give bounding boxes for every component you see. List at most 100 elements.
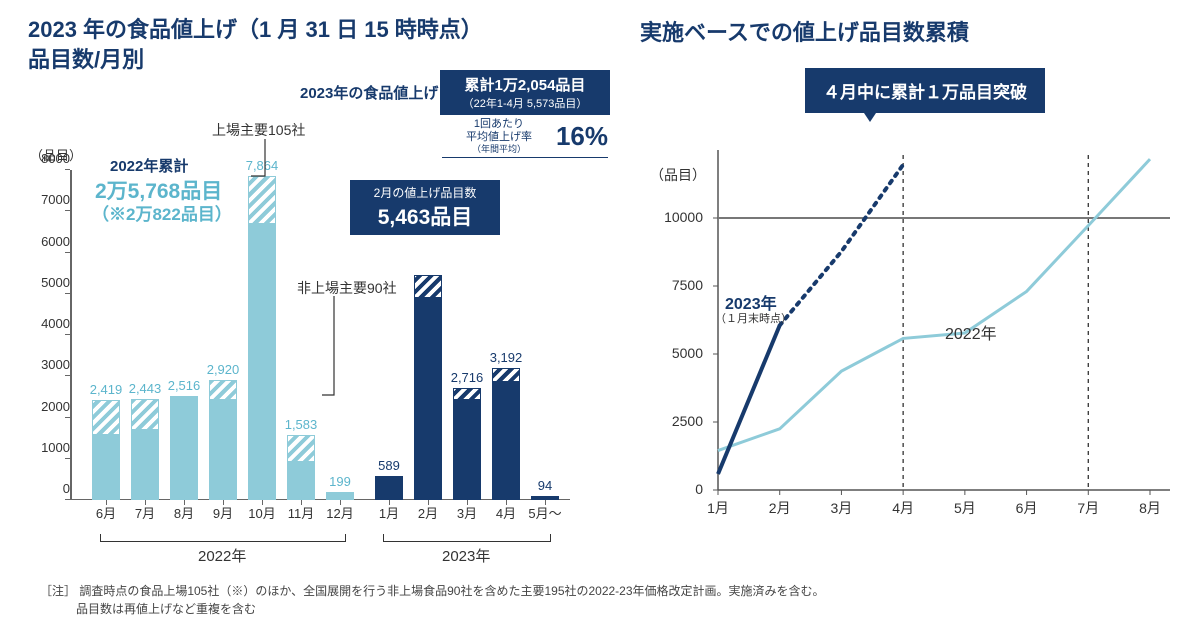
bar-solid [414, 298, 442, 500]
bracket-2022 [100, 534, 346, 542]
footnote: ［注］ 調査時点の食品上場105社（※）のほか、全国展開を行う非上場食品90社を… [40, 582, 825, 618]
info-total-box: 累計1万2,054品目 （22年1-4月 5,573品目） [440, 70, 610, 115]
x2-tick: 6月 [1013, 498, 1041, 518]
bar-label: 2,443 [123, 381, 167, 396]
cumul-2022-title: 2022年累計 [110, 155, 188, 176]
feb-callout-value: 5,463品目 [358, 201, 492, 231]
x2-tick: 1月 [704, 498, 732, 518]
bar-hatch [414, 275, 442, 298]
label-2022: 2022年 [945, 320, 997, 344]
x2-tick: 8月 [1136, 498, 1164, 518]
bar-solid [453, 400, 481, 500]
line-chart [710, 150, 1170, 520]
bar-solid [248, 224, 276, 500]
year-label-2022: 2022年 [198, 545, 246, 566]
bar-label: 2,716 [445, 370, 489, 385]
x-tick: 3月 [447, 503, 487, 522]
bar-hatch [209, 380, 237, 401]
y-tick: 7000 [41, 192, 70, 207]
x-tick: 8月 [164, 503, 204, 522]
x2-tick: 7月 [1074, 498, 1102, 518]
bar-solid [492, 382, 520, 500]
y-tick: 5000 [41, 275, 70, 290]
y-tick: 6000 [41, 234, 70, 249]
cumul-2022-small: （※2万822品目） [92, 200, 232, 225]
y-axis-labels: 010002000300040005000600070008000 [32, 158, 70, 488]
callout-arrow-icon [862, 110, 878, 122]
x2-tick: 2月 [766, 498, 794, 518]
x-tick: 6月 [86, 503, 126, 522]
x-tick: 10月 [242, 503, 282, 522]
y-axis-line [70, 170, 72, 500]
label-2023-sub: （１月末時点） [715, 310, 792, 326]
year-label-2023: 2023年 [442, 545, 490, 566]
line-2022 [718, 159, 1150, 450]
right-title: 実施ベースでの値上げ品目数累積 [640, 15, 1190, 47]
x2-tick: 3月 [827, 498, 855, 518]
y-tick: 3000 [41, 357, 70, 372]
bar-label: 2,419 [84, 382, 128, 397]
listed-label: 上場主要105社 [212, 120, 305, 140]
y2-tick: 5000 [655, 345, 703, 361]
bar-solid [131, 430, 159, 500]
x-tick: 11月 [281, 503, 321, 522]
note-line2: 品目数は再値上げなど重複を含む [40, 602, 256, 616]
bar-label: 94 [523, 478, 567, 493]
y2-tick: 0 [655, 481, 703, 497]
left-title: 2023 年の食品値上げ（1 月 31 日 15 時時点） 品目数/月別 [28, 15, 630, 74]
bar-solid [92, 435, 120, 500]
note-line1: ［注］ 調査時点の食品上場105社（※）のほか、全国展開を行う非上場食品90社を… [40, 584, 825, 598]
line-2023-dotted [780, 165, 903, 326]
y-tick: 1000 [41, 440, 70, 455]
bar-hatch [248, 176, 276, 224]
bar-solid [326, 492, 354, 500]
bar-label: 1,583 [279, 417, 323, 432]
x-tick: 9月 [203, 503, 243, 522]
x2-tick: 5月 [951, 498, 979, 518]
y2-unit: （品目） [650, 165, 706, 185]
info-avg-box: 1回あたり 平均値上げ率 （年間平均） 16% [442, 118, 608, 158]
bar-hatch [131, 399, 159, 430]
info-total-sub: （22年1-4月 5,573品目） [446, 95, 604, 111]
bar-label: 2,516 [162, 378, 206, 393]
top-2023-label: 2023年の食品値上げ [300, 82, 438, 103]
bar-hatch [92, 400, 120, 435]
left-title-line2: 品目数/月別 [28, 47, 144, 72]
line-2023-solid [718, 325, 780, 474]
bar-label: 589 [367, 458, 411, 473]
feb-callout: 2月の値上げ品目数 5,463品目 [350, 180, 500, 235]
x-tick: 4月 [486, 503, 526, 522]
info-avg-l3: （年間平均） [442, 144, 556, 155]
left-panel: 2023 年の食品値上げ（1 月 31 日 15 時時点） 品目数/月別 （品目… [0, 0, 630, 630]
y2-tick: 2500 [655, 413, 703, 429]
line-svg [710, 150, 1200, 550]
bar-label: 199 [318, 474, 362, 489]
info-total-top: 累計1万2,054品目 [446, 74, 604, 95]
y-tick: 0 [63, 481, 70, 496]
bar-label: 2,920 [201, 362, 245, 377]
bar-solid [209, 400, 237, 500]
x-tick: 2月 [408, 503, 448, 522]
bar-label: 7,864 [240, 158, 284, 173]
y-tick: 8000 [41, 151, 70, 166]
feb-callout-label: 2月の値上げ品目数 [358, 184, 492, 201]
bar-hatch [287, 435, 315, 462]
y2-tick: 7500 [655, 277, 703, 293]
unlisted-label: 非上場主要90社 [297, 278, 397, 298]
y-tick: 4000 [41, 316, 70, 331]
bar-hatch [492, 368, 520, 382]
y-tick: 2000 [41, 399, 70, 414]
bar-solid [375, 476, 403, 500]
bar-solid [170, 396, 198, 500]
x2-tick: 4月 [889, 498, 917, 518]
right-panel: 実施ベースでの値上げ品目数累積 ４月中に累計１万品目突破 （品目） 2023年 … [630, 0, 1190, 630]
x-tick: 1月 [369, 503, 409, 522]
x-tick: 5月～ [525, 503, 565, 522]
y2-tick: 10000 [655, 209, 703, 225]
info-avg-l2: 平均値上げ率 [442, 131, 556, 144]
info-avg-l1: 1回あたり [442, 118, 556, 131]
x-tick: 7月 [125, 503, 165, 522]
bracket-2023 [383, 534, 551, 542]
x-tick: 12月 [320, 503, 360, 522]
right-callout: ４月中に累計１万品目突破 [805, 68, 1045, 113]
